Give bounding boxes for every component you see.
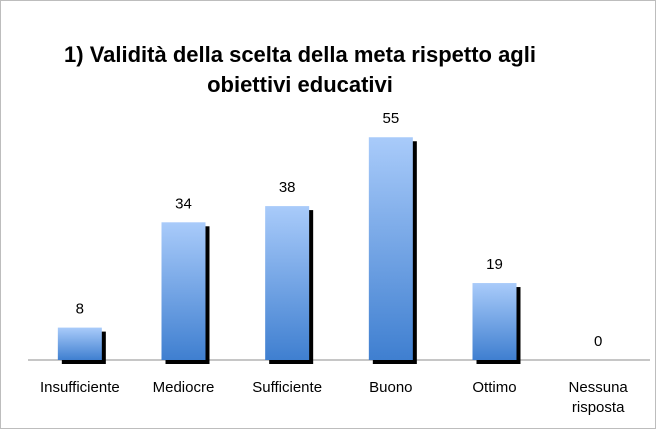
chart-title: 1) Validità della scelta della meta risp…: [64, 42, 536, 97]
x-tick-label: Mediocre: [152, 379, 215, 396]
x-tick-label: Buono: [369, 379, 413, 396]
value-label: 8: [76, 301, 84, 318]
value-label: 34: [175, 195, 192, 212]
bar: [161, 222, 206, 360]
x-tick-label: Ottimo: [472, 379, 517, 396]
bar: [472, 283, 517, 360]
x-tick-label: Nessuna risposta: [568, 379, 628, 416]
value-label: 19: [486, 256, 503, 273]
value-label: 38: [279, 179, 296, 196]
x-tick-label: Insufficiente: [39, 379, 120, 396]
bar: [368, 137, 413, 360]
x-tick-label: Sufficiente: [252, 379, 323, 396]
value-label: 55: [382, 110, 399, 127]
bar: [265, 206, 310, 360]
bar: [57, 327, 102, 360]
value-label: 0: [594, 333, 602, 350]
